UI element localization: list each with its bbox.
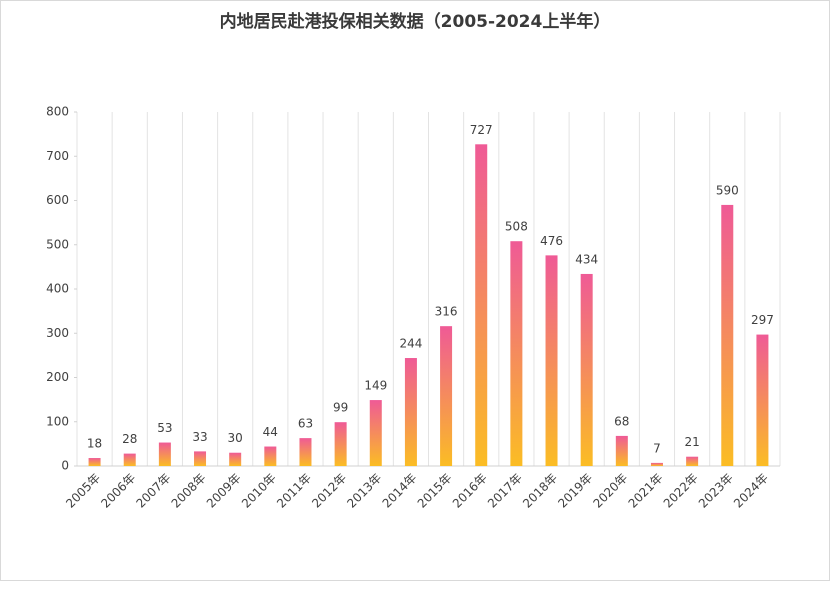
data-label: 244 [399, 337, 422, 351]
bar [88, 458, 101, 466]
data-label: 316 [435, 305, 458, 319]
y-tick-label: 300 [46, 326, 69, 340]
data-label: 63 [298, 417, 313, 431]
bar [123, 453, 136, 466]
bar [299, 438, 312, 466]
bar [650, 462, 663, 466]
bar [194, 451, 207, 466]
data-label: 99 [333, 401, 348, 415]
data-label: 727 [470, 123, 493, 137]
bar [369, 400, 382, 466]
bar [615, 435, 628, 466]
bar [404, 358, 417, 466]
y-tick-label: 800 [46, 105, 69, 119]
data-label: 476 [540, 234, 563, 248]
data-label: 44 [263, 425, 278, 439]
bar [721, 204, 734, 467]
y-tick-label: 600 [46, 193, 69, 207]
bar [229, 452, 242, 466]
bar [580, 273, 593, 466]
bar [264, 446, 277, 466]
bar [334, 422, 347, 466]
data-label: 149 [364, 379, 387, 393]
bar [440, 326, 453, 466]
data-label: 7 [653, 441, 661, 455]
y-tick-label: 200 [46, 370, 69, 384]
bar [756, 334, 769, 466]
y-tick-label: 100 [46, 414, 69, 428]
bar [158, 442, 171, 466]
y-tick-label: 500 [46, 237, 69, 251]
data-label: 434 [575, 252, 598, 266]
bar [510, 241, 523, 466]
bar [686, 456, 699, 466]
bar [475, 144, 488, 467]
data-label: 21 [684, 435, 699, 449]
data-label: 68 [614, 414, 629, 428]
data-label: 508 [505, 220, 528, 234]
bar [545, 255, 558, 466]
chart-title: 内地居民赴港投保相关数据（2005-2024上半年） [220, 11, 611, 32]
data-label: 590 [716, 183, 739, 197]
data-label: 30 [228, 431, 243, 445]
y-tick-label: 400 [46, 282, 69, 296]
data-label: 18 [87, 437, 102, 451]
y-tick-label: 700 [46, 149, 69, 163]
y-tick-label: 0 [61, 459, 69, 473]
data-label: 28 [122, 432, 137, 446]
chart-border [0, 0, 830, 581]
data-label: 297 [751, 313, 774, 327]
data-label: 33 [192, 430, 207, 444]
data-label: 53 [157, 421, 172, 435]
